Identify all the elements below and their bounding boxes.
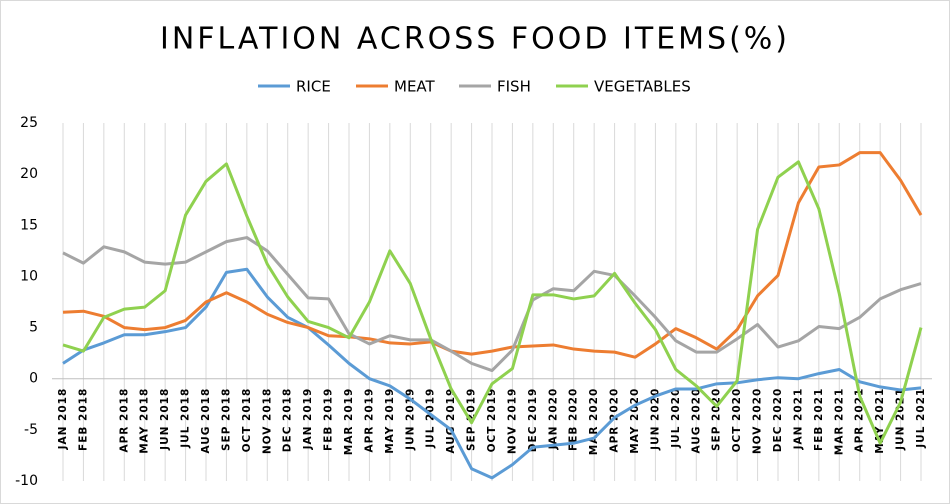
legend-label: MEAT [394,78,436,96]
series-line [62,160,923,445]
x-tick-label: AUG 2020 [690,388,702,454]
series-line [62,267,922,480]
legend-label: RICE [296,78,331,96]
x-tick-label: APR 2020 [609,388,621,453]
y-tick-label: 25 [20,115,38,131]
y-tick-label: -5 [24,422,38,438]
y-tick-label: 0 [29,371,38,387]
x-tick-label: JUL 2018 [180,388,192,449]
y-tick-label: 15 [20,217,38,233]
x-tick-label: JUN 2018 [159,388,171,451]
x-tick-label: DEC 2020 [772,388,784,452]
legend-label: FISH [497,78,531,96]
y-tick-label: 10 [20,268,38,284]
x-tick-label: JAN 2021 [792,388,804,451]
x-tick-label: DEC 2019 [527,388,539,452]
x-tick-label: NOV 2020 [752,388,764,454]
x-tick-label: JAN 2018 [57,388,69,451]
x-tick-label: JAN 2019 [302,388,314,451]
x-tick-label: JAN 2020 [547,388,559,451]
x-tick-label: JUL 2019 [425,388,437,449]
x-tick-label: FEB 2018 [77,388,89,451]
x-tick-label: SEP 2019 [466,388,478,451]
x-tick-label: JUL 2021 [915,388,927,449]
x-tick-label: MAY 2018 [139,388,151,454]
legend-label: VEGETABLES [594,78,691,96]
series-line [62,236,922,373]
x-tick-label: FEB 2021 [813,388,825,451]
x-tick-label: SEP 2020 [711,388,723,451]
x-tick-label: OCT 2020 [731,388,743,453]
x-tick-label: SEP 2018 [220,388,232,451]
series-line [62,151,923,359]
y-tick-label: 20 [20,166,38,182]
x-tick-label: NOV 2018 [261,388,273,454]
x-tick-label: DEC 2018 [282,388,294,452]
x-tick-label: APR 2019 [363,388,375,453]
x-tick-label: JUL 2020 [670,388,682,449]
x-tick-label: JUN 2020 [649,388,661,451]
x-tick-label: MAR 2019 [343,388,355,456]
x-tick-label: AUG 2018 [200,388,212,454]
x-tick-label: APR 2018 [118,388,130,453]
y-tick-label: -10 [15,473,38,489]
x-tick-label: MAR 2021 [833,388,845,456]
x-tick-label: FEB 2019 [323,388,335,451]
x-tick-label: MAY 2020 [629,388,641,454]
x-tick-label: JUN 2021 [895,388,907,451]
x-tick-label: FEB 2020 [568,388,580,451]
x-tick-label: NOV 2019 [506,388,518,454]
x-tick-label: JUN 2019 [404,388,416,451]
chart-title: INFLATION ACROSS FOOD ITEMS(%) [160,22,790,57]
x-tick-label: OCT 2019 [486,388,498,453]
x-tick-label: MAY 2019 [384,388,396,454]
x-tick-label: MAR 2020 [588,388,600,456]
x-tick-label: OCT 2018 [241,388,253,453]
y-tick-label: 5 [29,320,38,336]
